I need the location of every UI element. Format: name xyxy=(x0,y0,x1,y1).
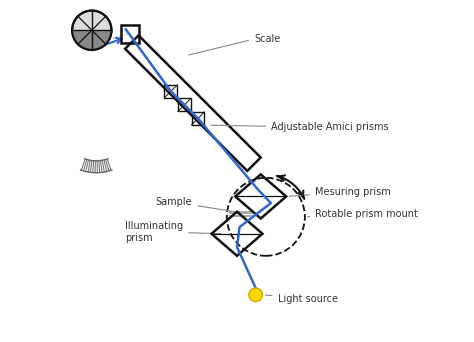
Text: Mesuring prism: Mesuring prism xyxy=(289,187,391,197)
Text: Scale: Scale xyxy=(189,34,280,55)
Circle shape xyxy=(249,288,263,302)
Text: Rotable prism mount: Rotable prism mount xyxy=(308,209,418,219)
Text: Illuminating
prism: Illuminating prism xyxy=(125,221,221,242)
Text: Adjustable Amici prisms: Adjustable Amici prisms xyxy=(211,122,389,132)
Text: Sample: Sample xyxy=(155,197,232,211)
Wedge shape xyxy=(72,30,111,50)
Text: Light source: Light source xyxy=(265,293,337,304)
Circle shape xyxy=(72,11,111,50)
